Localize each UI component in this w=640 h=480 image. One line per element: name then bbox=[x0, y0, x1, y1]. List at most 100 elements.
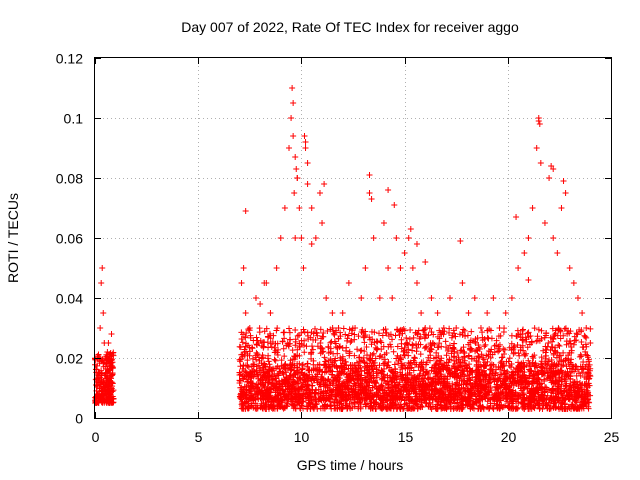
data-point bbox=[239, 375, 246, 382]
data-point bbox=[478, 405, 485, 412]
data-point bbox=[409, 385, 416, 392]
data-point bbox=[310, 367, 317, 374]
data-point bbox=[345, 280, 352, 286]
data-point bbox=[281, 205, 288, 211]
data-point bbox=[476, 346, 483, 353]
data-point bbox=[457, 347, 464, 354]
data-point bbox=[292, 235, 299, 241]
data-point bbox=[345, 391, 352, 398]
data-point bbox=[395, 360, 402, 367]
data-point bbox=[295, 369, 302, 376]
data-point bbox=[533, 145, 540, 151]
y-axis-label: ROTI / TECUs bbox=[5, 193, 21, 283]
x-tick-label: 0 bbox=[92, 429, 100, 445]
data-point bbox=[347, 396, 354, 403]
data-point bbox=[254, 405, 261, 412]
data-point bbox=[258, 355, 265, 362]
data-point bbox=[348, 375, 355, 382]
data-point bbox=[446, 356, 453, 363]
data-point bbox=[465, 341, 472, 348]
data-point bbox=[436, 366, 443, 373]
data-point bbox=[392, 332, 399, 339]
data-point bbox=[291, 379, 298, 386]
data-point bbox=[458, 404, 465, 411]
data-point bbox=[572, 383, 579, 390]
data-point bbox=[361, 359, 368, 366]
data-point bbox=[391, 376, 398, 383]
data-point bbox=[370, 360, 377, 367]
data-point bbox=[402, 341, 409, 348]
data-point bbox=[422, 368, 429, 375]
data-point bbox=[301, 133, 308, 139]
data-point bbox=[248, 392, 255, 399]
data-point bbox=[298, 402, 305, 409]
data-point bbox=[435, 395, 442, 402]
data-point bbox=[459, 401, 466, 408]
data-point bbox=[568, 349, 575, 356]
data-point bbox=[252, 352, 259, 359]
data-point bbox=[257, 376, 264, 383]
data-point bbox=[531, 362, 538, 369]
data-point bbox=[245, 404, 252, 411]
data-point bbox=[469, 374, 476, 381]
data-point bbox=[92, 361, 99, 368]
data-point bbox=[291, 362, 298, 369]
data-point bbox=[105, 368, 112, 375]
data-point bbox=[94, 379, 101, 385]
data-point bbox=[565, 352, 572, 359]
data-point bbox=[546, 175, 553, 181]
data-point bbox=[343, 337, 350, 344]
data-point bbox=[402, 377, 409, 384]
data-point bbox=[376, 383, 383, 390]
data-point bbox=[519, 372, 526, 379]
data-point bbox=[527, 367, 534, 374]
data-point bbox=[354, 390, 361, 397]
data-point bbox=[464, 332, 471, 339]
data-point bbox=[548, 357, 555, 364]
data-point bbox=[355, 371, 362, 378]
data-point bbox=[339, 344, 346, 351]
data-point bbox=[530, 355, 537, 362]
data-point bbox=[356, 394, 363, 401]
data-point bbox=[243, 330, 250, 337]
data-point bbox=[341, 384, 348, 391]
data-point bbox=[95, 399, 102, 406]
data-point bbox=[97, 325, 104, 331]
data-point bbox=[308, 396, 315, 403]
data-point bbox=[431, 387, 438, 394]
data-point bbox=[583, 387, 590, 394]
data-point bbox=[394, 343, 401, 350]
data-point bbox=[493, 337, 500, 344]
data-point bbox=[502, 310, 509, 316]
data-point bbox=[253, 349, 260, 356]
data-point bbox=[413, 341, 420, 348]
data-point bbox=[238, 384, 245, 391]
data-point bbox=[100, 310, 107, 316]
data-points bbox=[92, 85, 594, 412]
data-point bbox=[256, 329, 263, 336]
data-point bbox=[300, 265, 307, 271]
data-point bbox=[585, 391, 592, 398]
data-point bbox=[311, 325, 318, 332]
data-point bbox=[582, 333, 589, 340]
data-point bbox=[572, 404, 579, 411]
data-point bbox=[469, 367, 476, 374]
data-point bbox=[468, 345, 475, 352]
data-point bbox=[294, 352, 301, 359]
data-point bbox=[414, 330, 421, 337]
data-point bbox=[288, 389, 295, 396]
data-point bbox=[392, 366, 399, 373]
data-point bbox=[298, 235, 305, 241]
data-point bbox=[352, 381, 359, 388]
data-point bbox=[279, 338, 286, 345]
data-point bbox=[100, 388, 107, 394]
data-point bbox=[570, 380, 577, 387]
data-point bbox=[459, 280, 466, 286]
data-point bbox=[238, 336, 245, 343]
data-point bbox=[440, 325, 447, 331]
data-point bbox=[486, 405, 493, 412]
data-point bbox=[312, 235, 319, 241]
data-point bbox=[294, 332, 301, 339]
data-point bbox=[517, 392, 524, 399]
data-point bbox=[286, 329, 293, 336]
